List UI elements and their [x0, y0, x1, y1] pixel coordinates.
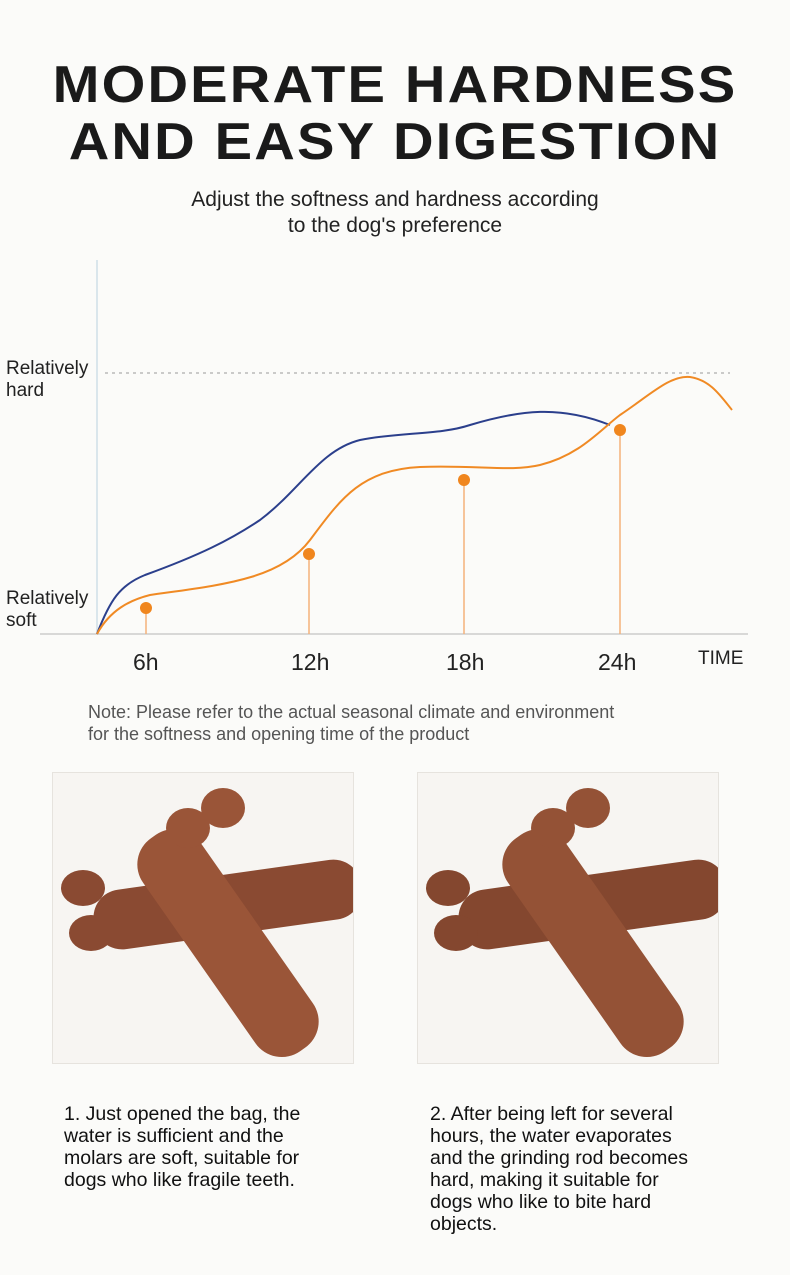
product-image	[52, 772, 354, 1064]
title-line: MODERATE HARDNESS	[52, 56, 738, 114]
axis-label: TIME	[698, 648, 744, 669]
dots	[140, 424, 626, 614]
caption-line: objects.	[430, 1213, 498, 1235]
subtitle-line: to the dog's preference	[287, 214, 503, 237]
caption-line: 2. After being left for several	[430, 1103, 673, 1125]
diagram	[40, 260, 748, 635]
caption-line: 1. Just opened the bag, the	[64, 1103, 301, 1125]
caption-line: dogs who like to bite hard	[430, 1191, 652, 1213]
caption-line: dogs who like fragile teeth.	[64, 1169, 295, 1191]
caption: 1. Just opened the bag, the water is suff…	[64, 1103, 300, 1191]
caption-line: water is sufficient and the	[64, 1125, 284, 1147]
curve	[96, 375, 733, 635]
note-line: for the softness and opening time of the…	[88, 724, 470, 744]
time-label: 12h	[291, 649, 330, 675]
subtitle-line: Adjust the softness and hardness accordi…	[191, 188, 599, 211]
drop-lines	[145, 430, 621, 634]
time-label: 18h	[446, 649, 485, 675]
caption-line: and the grinding rod becomes	[430, 1147, 689, 1169]
level-label: Relatively	[6, 358, 89, 379]
level-label: hard	[6, 380, 45, 401]
level-label: Relatively	[6, 588, 89, 609]
note-line: Note: Please refer to the actual seasona…	[88, 702, 615, 722]
time-label: 24h	[598, 649, 637, 675]
time-label: 6h	[133, 649, 159, 675]
caption: 2. After being left for several hours, th…	[430, 1103, 688, 1235]
caption-line: hard, making it suitable for	[430, 1169, 659, 1191]
caption-line: hours, the water evaporates	[430, 1125, 672, 1147]
caption-line: molars are soft, suitable for	[64, 1147, 300, 1169]
curve	[96, 410, 611, 635]
product-image	[417, 772, 719, 1064]
level-label: soft	[6, 610, 37, 631]
title-line: AND EASY DIGESTION	[68, 113, 722, 171]
